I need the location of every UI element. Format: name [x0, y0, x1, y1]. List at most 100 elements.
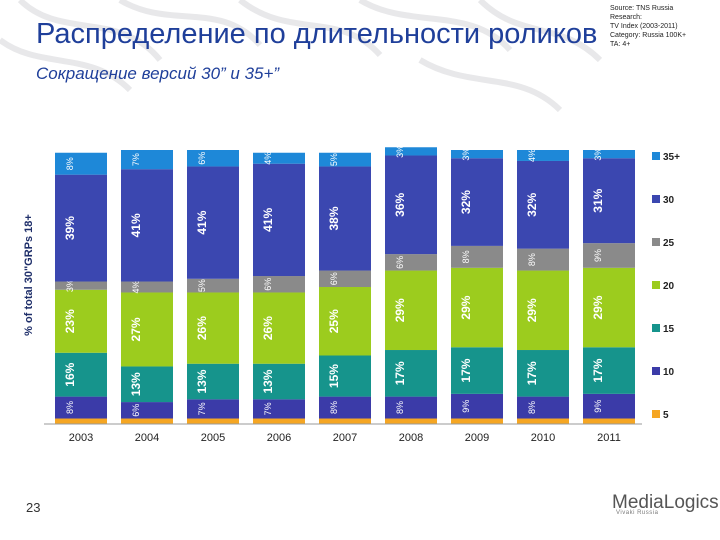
bar-segment-35+-2003	[55, 152, 107, 175]
background-swirl-pattern	[0, 0, 603, 113]
data-label: 13%	[129, 372, 143, 396]
bar-segment-20-2006	[253, 292, 305, 364]
legend-label: 25	[663, 238, 675, 249]
data-label: 29%	[459, 295, 473, 319]
data-label: 6%	[197, 152, 207, 165]
data-label: 38%	[327, 206, 341, 230]
legend-label: 15	[663, 324, 675, 335]
bar-segment-15-2003	[55, 352, 107, 397]
data-label: 17%	[393, 361, 407, 385]
bar-segment-35+-2008	[385, 147, 437, 156]
legend-swatch-30	[652, 195, 660, 203]
source-line: TA: 4+	[610, 41, 631, 48]
data-label: 5%	[329, 153, 339, 166]
bar-segment-30-2010	[517, 160, 569, 249]
bar-segment-35+-2009	[451, 150, 503, 159]
bar-segment-30-2008	[385, 155, 437, 255]
legend-swatch-25	[652, 238, 660, 246]
bar-segment-5-2009	[451, 418, 503, 424]
data-label: 3%	[593, 148, 603, 161]
bar-segment-35+-2007	[319, 152, 371, 167]
legend-label: 10	[663, 367, 675, 378]
data-label: 8%	[329, 401, 339, 414]
data-label: 26%	[195, 316, 209, 340]
bar-segment-15-2005	[187, 363, 239, 400]
data-label: 8%	[395, 401, 405, 414]
x-tick-label: 2005	[201, 432, 225, 444]
source-line: Source: TNS Russia	[610, 5, 674, 12]
bar-segment-25-2010	[517, 248, 569, 271]
bar-segment-15-2010	[517, 350, 569, 397]
bar-segment-5-2008	[385, 418, 437, 424]
data-label: 8%	[527, 253, 537, 266]
bar-segment-20-2003	[55, 289, 107, 353]
bar-segment-10-2009	[451, 393, 503, 419]
data-label: 6%	[329, 272, 339, 285]
bar-segment-35+-2011	[583, 150, 635, 159]
legend-label: 5	[663, 410, 669, 421]
bar-segment-25-2005	[187, 278, 239, 293]
source-line: Category: Russia 100K+	[610, 32, 687, 39]
bar-segment-10-2008	[385, 396, 437, 419]
bar-segment-5-2003	[55, 418, 107, 424]
x-tick-label: 2004	[135, 432, 159, 444]
data-label: 32%	[459, 190, 473, 214]
data-label: 16%	[63, 362, 77, 386]
data-label: 17%	[525, 361, 539, 385]
bar-segment-20-2010	[517, 270, 569, 351]
data-label: 3%	[461, 148, 471, 161]
bar-segment-20-2005	[187, 292, 239, 364]
logo-subtitle: Vivaki Russia	[616, 510, 659, 516]
data-label: 41%	[129, 213, 143, 237]
data-label: 13%	[261, 369, 275, 393]
data-label: 6%	[263, 278, 273, 291]
bar-segment-15-2008	[385, 350, 437, 397]
data-label: 9%	[593, 249, 603, 262]
bar-segment-5-2010	[517, 418, 569, 424]
bar-segment-20-2011	[583, 267, 635, 348]
data-label: 27%	[129, 317, 143, 341]
bar-segment-30-2007	[319, 166, 371, 271]
bar-segment-15-2009	[451, 347, 503, 394]
source-line: Research:	[610, 14, 642, 21]
legend-swatch-10	[652, 367, 660, 375]
bar-segment-5-2007	[319, 418, 371, 424]
data-label: 31%	[591, 188, 605, 212]
source-line: TV Index (2003-2011)	[610, 23, 678, 30]
bar-segment-35+-2010	[517, 150, 569, 161]
page-subtitle: Сокращение версий 30” и 35+”	[36, 64, 280, 83]
data-label: 8%	[527, 401, 537, 414]
bar-segment-15-2006	[253, 363, 305, 400]
bar-segment-20-2008	[385, 270, 437, 351]
data-label: 17%	[459, 358, 473, 382]
data-label: 13%	[195, 369, 209, 393]
bar-segment-5-2006	[253, 418, 305, 424]
bar-segment-35+-2004	[121, 150, 173, 170]
bar-segment-15-2007	[319, 355, 371, 397]
bar-segment-15-2011	[583, 347, 635, 394]
data-label: 5%	[197, 279, 207, 292]
bar-segment-25-2009	[451, 245, 503, 268]
bar-segment-30-2006	[253, 163, 305, 277]
legend-swatch-5	[652, 410, 660, 418]
data-label: 4%	[263, 152, 273, 165]
data-label: 17%	[591, 358, 605, 382]
bar-segment-5-2005	[187, 418, 239, 424]
x-tick-label: 2008	[399, 432, 423, 444]
source-note: Source: TNS Russia Research: TV Index (2…	[610, 4, 718, 49]
bar-segment-35+-2005	[187, 150, 239, 167]
bar-segment-15-2004	[121, 366, 173, 403]
data-label: 39%	[63, 216, 77, 240]
y-axis-label: % of total 30"GRPs 18+	[23, 214, 35, 336]
data-label: 15%	[327, 364, 341, 388]
data-label: 25%	[327, 309, 341, 333]
bar-segment-10-2006	[253, 399, 305, 419]
bar-segment-10-2011	[583, 393, 635, 419]
bar-segment-25-2011	[583, 243, 635, 268]
data-label: 29%	[591, 295, 605, 319]
data-label: 26%	[261, 316, 275, 340]
bar-segment-30-2003	[55, 174, 107, 282]
data-label: 3%	[65, 279, 75, 292]
bar-segment-5-2011	[583, 418, 635, 424]
